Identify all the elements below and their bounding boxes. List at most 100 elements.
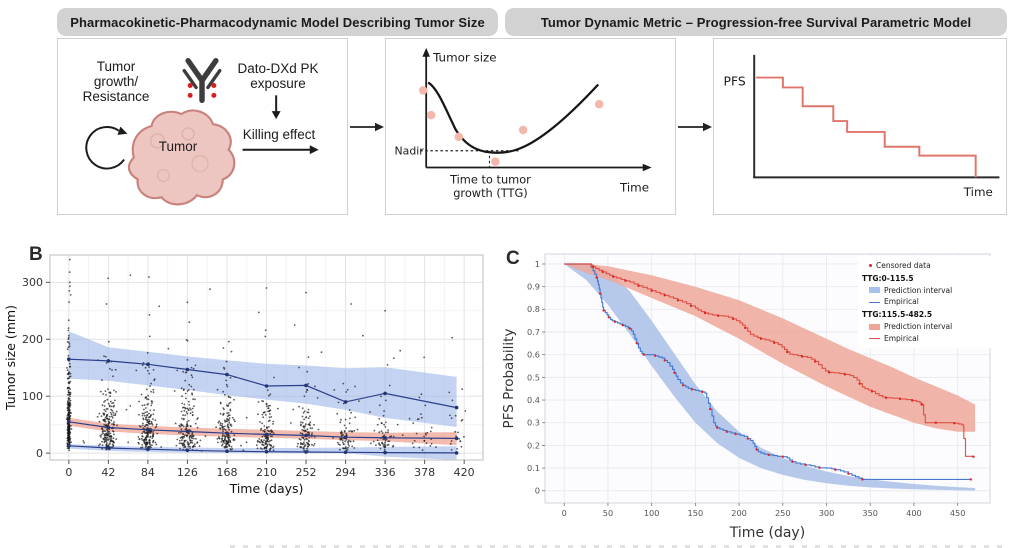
panel-a-header-left: Pharmacokinetic-Pharmacodynamic Model De… (57, 8, 498, 36)
x-tick-label: 42 (101, 466, 115, 479)
pkpd-model-sketch (85, 58, 319, 206)
empirical-TTG-0-115-5 (564, 263, 971, 480)
censored-marker-icon (869, 264, 872, 268)
down-arrowhead-icon (271, 111, 281, 120)
legend-red-line-row: Empirical (862, 334, 990, 344)
ttg-line2: growth (TTG) (453, 186, 527, 200)
y-tick-label: 0.6 (527, 350, 540, 360)
legend-blue-line-row: Empirical (862, 297, 990, 307)
tumor-growth-line1: Tumor (96, 59, 136, 74)
line-median (68, 421, 457, 439)
plot-border (544, 253, 991, 504)
sketch-ylabel: Tumor size (432, 51, 496, 65)
y-axis-arrowhead-icon (422, 47, 430, 57)
pfs-sketch: PFS Time (724, 54, 1000, 199)
flow-arrow-icon (678, 122, 712, 132)
x-axis-title: Time (day) (729, 525, 805, 541)
km-step-sketch (756, 76, 977, 178)
percentile-lines (67, 357, 459, 455)
axis-ticks: 0 42 84 126 168 210 252 294 336 378 420 0 100 200 300 (22, 276, 475, 479)
exposure-text: Dato-DXd PK exposure (226, 61, 330, 91)
band-95th-percentile (68, 331, 457, 427)
tumor-texture-icon (181, 127, 195, 141)
line-5th-percentile (68, 445, 457, 454)
sketch-xlabel: Time (619, 180, 649, 194)
tumor-texture-icon (149, 133, 166, 149)
tumor-size-sketch-box: Tumor size Nadir Time to tumor growth (T… (385, 38, 676, 215)
pfs-ylabel: PFS (724, 74, 746, 88)
pfs-legend: Censored data TTG:0-115.5 Prediction int… (858, 256, 994, 349)
x-tick-label: 200 (731, 508, 747, 518)
x-tick-label: 126 (177, 466, 198, 479)
line-95th-percentile (68, 358, 457, 409)
x-tick-label: 252 (296, 466, 317, 479)
x-tick-label: 0 (65, 466, 72, 479)
x-tick-label: 210 (256, 466, 277, 479)
tumor-label: Tumor (158, 139, 198, 154)
y-tick-label: 0.3 (527, 418, 540, 428)
band-TTG-0-115-5 (564, 264, 976, 491)
empirical-TTG-115-5-482-5 (564, 263, 974, 457)
growth-cycle-arrowhead-icon (117, 126, 128, 135)
x-tick-label: 378 (414, 466, 435, 479)
y-axis-title: Tumor size (mm) (3, 305, 18, 411)
tumor-size-sketch: Tumor size Nadir Time to tumor growth (T… (395, 47, 652, 200)
legend-group2-title: TTG:115.5-482.5 (862, 310, 933, 319)
x-tick-label: 336 (375, 466, 396, 479)
tumor-blob-icon (127, 109, 236, 206)
y-tick-label: 0.5 (527, 372, 540, 382)
exposure-line1: Dato-DXd PK (237, 61, 319, 76)
legend-group1-title: TTG:0-115.5 (862, 273, 914, 283)
y-axis-title: PFS Probability (501, 329, 517, 429)
tumor-size-curve (427, 81, 600, 154)
y-tick-label: 0.8 (527, 304, 540, 314)
band-median (68, 417, 457, 446)
blue-line-swatch-icon (869, 301, 880, 303)
x-tick-label: 84 (141, 466, 155, 479)
x-tick-label: 250 (775, 508, 791, 518)
y-tick-label: 0.2 (527, 440, 540, 450)
y-tick-label: 0.1 (527, 463, 540, 473)
legend-blue-band-row: Prediction interval (862, 286, 990, 296)
x-tick-label: 100 (644, 508, 660, 518)
x-tick-label: 50 (603, 508, 613, 518)
y-tick-label: 200 (22, 333, 43, 346)
legend-red-band-row: Prediction interval (862, 322, 990, 332)
y-tick-label: 100 (22, 390, 43, 403)
x-tick-label: 420 (454, 466, 475, 479)
pfs-survival-chart: 0 50 100 150 200 250 300 350 400 450 0 0.1 0.2 0.3 0.4… (501, 253, 991, 541)
blue-band-swatch-icon (869, 287, 880, 294)
killing-effect-label: Killing effect (242, 127, 316, 142)
growth-cycle-arrow-icon (85, 126, 125, 170)
flow-arrow-icon (350, 122, 384, 132)
killing-effect-arrowhead-icon (309, 145, 319, 155)
y-tick-label: 300 (22, 276, 43, 289)
ttg-line1: Time to tumor (449, 172, 531, 186)
tumor-size-vpc-chart: 0 42 84 126 168 210 252 294 336 378 420 0 100 200 300 T… (3, 254, 484, 496)
nadir-label: Nadir (395, 145, 425, 158)
panel-c-label: C (506, 248, 520, 269)
axis-ticks: 0 50 100 150 200 250 300 350 400 450 0 0.1 0.2 0.3 0.4… (527, 259, 966, 518)
panel-b-label: B (29, 244, 43, 265)
tumor-growth-line2: growth/ (93, 74, 139, 89)
antibody-icon (182, 58, 222, 104)
red-line-swatch-icon (869, 337, 880, 339)
legend-empirical-label: Empirical (884, 333, 919, 343)
red-band-swatch-icon (869, 323, 880, 330)
legend-censored-row: Censored data (862, 261, 990, 271)
y-tick-label: 0 (535, 486, 540, 496)
y-tick-label: 0.9 (527, 282, 540, 292)
observation-dots (418, 86, 604, 166)
y-tick-label: 1 (535, 259, 540, 269)
x-tick-label: 300 (819, 508, 835, 518)
x-tick-label: 450 (950, 508, 966, 518)
x-tick-label: 294 (335, 466, 356, 479)
tumor-growth-line3: Resistance (82, 89, 150, 104)
exposure-line2: exposure (250, 76, 306, 91)
tumor-texture-icon (191, 154, 209, 173)
pfs-xlabel: Time (963, 185, 993, 199)
censored-markers (591, 265, 975, 481)
legend-prediction-label: Prediction interval (884, 285, 953, 295)
pkpd-model-box: Tumor growth/ Resistance Tumor Dato-DXd … (57, 38, 348, 215)
